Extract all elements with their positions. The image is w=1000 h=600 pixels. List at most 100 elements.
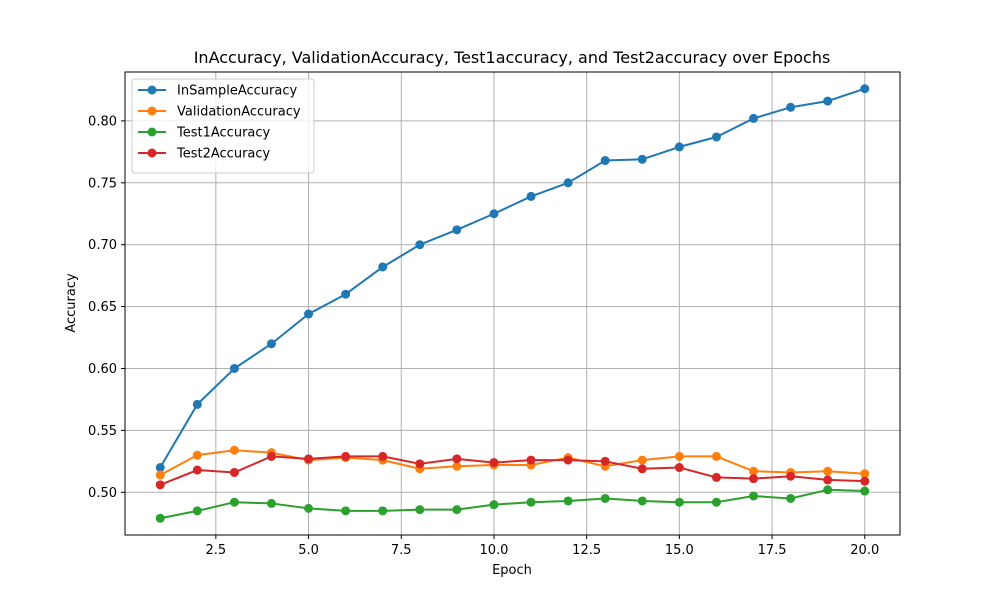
data-point-test1accuracy — [304, 503, 314, 513]
data-point-test1accuracy — [786, 493, 796, 503]
legend-swatch-marker — [147, 127, 157, 137]
legend-label: Test2Accuracy — [176, 147, 271, 162]
x-tick-label: 5.0 — [298, 543, 319, 558]
data-point-insampleaccuracy — [415, 240, 425, 250]
data-point-validationaccuracy — [860, 469, 870, 479]
x-tick-label: 2.5 — [206, 543, 227, 558]
series-line-test1accuracy — [160, 488, 865, 520]
data-point-test2accuracy — [229, 467, 239, 477]
data-point-test2accuracy — [378, 451, 388, 461]
data-point-insampleaccuracy — [266, 339, 276, 349]
data-point-test2accuracy — [823, 475, 833, 485]
y-tick-label: 0.55 — [88, 424, 117, 439]
x-tick-label: 7.5 — [391, 543, 412, 558]
x-tick-label: 10.0 — [479, 543, 508, 558]
data-point-validationaccuracy — [711, 451, 721, 461]
data-point-validationaccuracy — [452, 461, 462, 471]
data-point-test2accuracy — [637, 464, 647, 474]
data-point-test1accuracy — [378, 506, 388, 516]
data-point-test2accuracy — [341, 451, 351, 461]
data-point-insampleaccuracy — [637, 154, 647, 164]
chart-title: InAccuracy, ValidationAccuracy, Test1acc… — [194, 48, 831, 67]
data-point-test1accuracy — [600, 493, 610, 503]
legend-label: ValidationAccuracy — [177, 105, 301, 120]
series-line-test2accuracy — [159, 455, 865, 486]
data-point-insampleaccuracy — [600, 156, 610, 166]
data-point-test1accuracy — [526, 497, 536, 507]
data-point-validationaccuracy — [229, 445, 239, 455]
y-tick-label: 0.50 — [88, 486, 117, 501]
data-point-insampleaccuracy — [711, 132, 721, 142]
axis-ticks: 2.5 5.0 7.5 10.0 12.5 15.0 17.5 20.0 0.50 0.55 0.6… — [88, 114, 879, 558]
data-point-test1accuracy — [266, 498, 276, 508]
series-line-insampleaccuracy — [159, 87, 866, 469]
legend-box — [131, 78, 315, 174]
data-point-insampleaccuracy — [452, 225, 462, 235]
data-point-test1accuracy — [860, 486, 870, 496]
data-point-test1accuracy — [749, 491, 759, 501]
legend-label: InSampleAccuracy — [177, 84, 297, 99]
data-point-insampleaccuracy — [229, 363, 239, 373]
data-point-insampleaccuracy — [378, 262, 388, 272]
data-point-insampleaccuracy — [674, 142, 684, 152]
x-axis-label: Epoch — [492, 563, 532, 578]
data-point-test1accuracy — [192, 506, 202, 516]
data-point-insampleaccuracy — [786, 102, 796, 112]
data-point-insampleaccuracy — [860, 84, 870, 94]
data-point-test2accuracy — [526, 455, 536, 465]
data-point-validationaccuracy — [674, 451, 684, 461]
data-point-test1accuracy — [489, 500, 499, 510]
data-point-insampleaccuracy — [823, 96, 833, 106]
plot-frame — [124, 71, 901, 536]
data-point-insampleaccuracy — [341, 289, 351, 299]
x-tick-label: 12.5 — [572, 543, 601, 558]
data-point-test2accuracy — [192, 465, 202, 475]
y-axis-label: Accuracy — [64, 273, 79, 333]
data-point-test1accuracy — [229, 497, 239, 507]
data-point-validationaccuracy — [823, 466, 833, 476]
data-point-test2accuracy — [415, 459, 425, 469]
data-point-insampleaccuracy — [749, 113, 759, 123]
data-point-validationaccuracy — [155, 470, 165, 480]
data-point-insampleaccuracy — [155, 463, 165, 473]
data-point-test2accuracy — [563, 455, 573, 465]
data-point-test2accuracy — [749, 474, 759, 484]
legend-label: Test1Accuracy — [176, 126, 271, 141]
data-point-validationaccuracy — [749, 466, 759, 476]
data-point-validationaccuracy — [637, 455, 647, 465]
data-point-test1accuracy — [823, 485, 833, 495]
data-point-test2accuracy — [304, 454, 314, 464]
y-tick-label: 0.75 — [88, 176, 117, 191]
y-tick-label: 0.65 — [88, 300, 117, 315]
y-tick-label: 0.70 — [88, 238, 117, 253]
y-tick-label: 0.80 — [88, 114, 117, 129]
y-tick-label: 0.60 — [88, 362, 117, 377]
x-tick-label: 17.5 — [758, 543, 787, 558]
data-point-test1accuracy — [341, 506, 351, 516]
data-point-test1accuracy — [711, 497, 721, 507]
data-point-insampleaccuracy — [563, 178, 573, 188]
data-point-test2accuracy — [266, 451, 276, 461]
data-point-test2accuracy — [452, 454, 462, 464]
series-lines — [155, 84, 870, 523]
data-point-insampleaccuracy — [304, 309, 314, 319]
data-point-test2accuracy — [786, 471, 796, 481]
data-point-test2accuracy — [674, 463, 684, 473]
data-point-validationaccuracy — [192, 450, 202, 460]
data-point-test1accuracy — [155, 513, 165, 523]
legend-swatch-marker — [147, 85, 157, 95]
series-line-validationaccuracy — [159, 449, 865, 476]
x-tick-label: 20.0 — [850, 543, 879, 558]
data-point-test2accuracy — [711, 472, 721, 482]
data-point-insampleaccuracy — [489, 209, 499, 219]
data-point-test2accuracy — [155, 480, 165, 490]
legend: InSampleAccuracy ValidationAccuracy Test1A… — [131, 78, 315, 174]
data-point-test1accuracy — [415, 505, 425, 515]
data-point-test1accuracy — [563, 496, 573, 506]
data-point-test1accuracy — [637, 496, 647, 506]
legend-swatch-marker — [147, 148, 157, 158]
x-tick-label: 15.0 — [665, 543, 694, 558]
data-point-test1accuracy — [674, 497, 684, 507]
legend-swatch-marker — [147, 106, 157, 116]
